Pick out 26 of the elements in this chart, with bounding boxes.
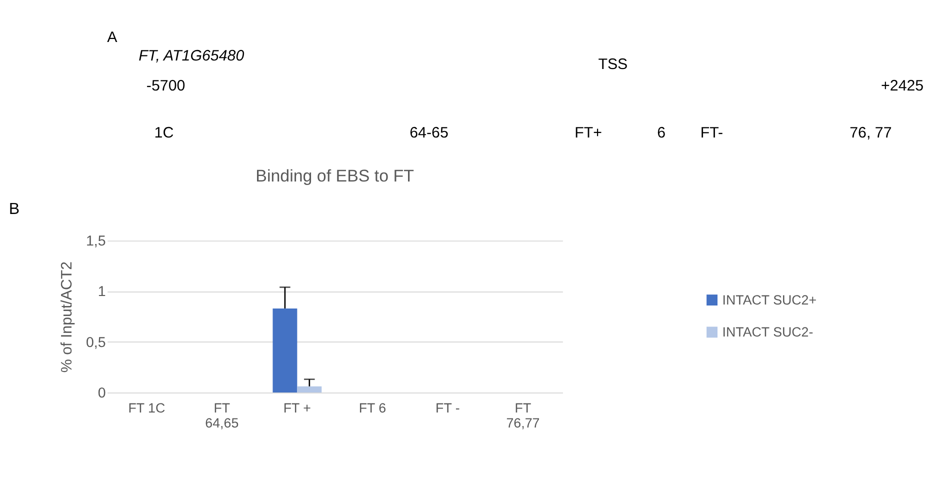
- x-tick-label: FT 76,77: [506, 400, 540, 431]
- text: 64-65: [410, 124, 448, 142]
- text: 1C: [154, 124, 174, 142]
- text: FT-: [700, 124, 724, 142]
- x-tick-label: FT 64,65: [205, 400, 239, 431]
- y-tick-label: 0: [98, 385, 106, 402]
- x-tick-label: FT -: [436, 400, 460, 416]
- text: -5700: [146, 77, 186, 94]
- legend-label: INTACT SUC2-: [722, 324, 814, 340]
- legend-label: INTACT SUC2+: [722, 292, 817, 308]
- text: B: [8, 200, 20, 218]
- x-tick-label: FT +: [283, 400, 312, 416]
- text: A: [107, 29, 118, 46]
- text: FT+: [574, 124, 602, 142]
- text: +2425: [881, 77, 924, 94]
- y-tick-label: 1: [98, 284, 106, 300]
- y-axis-title: % of Input/ACT2: [58, 261, 76, 373]
- chart-title: Binding of EBS to FT: [256, 166, 414, 186]
- y-tick-label: 1,5: [86, 234, 106, 250]
- text: 6: [657, 124, 666, 142]
- x-tick-label: FT 1C: [128, 400, 166, 416]
- text: FT, AT1G65480: [138, 47, 245, 64]
- y-tick-label: 0,5: [86, 334, 106, 351]
- text: TSS: [598, 56, 628, 73]
- x-tick-label: FT 6: [358, 400, 386, 416]
- text: 76, 77: [850, 124, 892, 142]
